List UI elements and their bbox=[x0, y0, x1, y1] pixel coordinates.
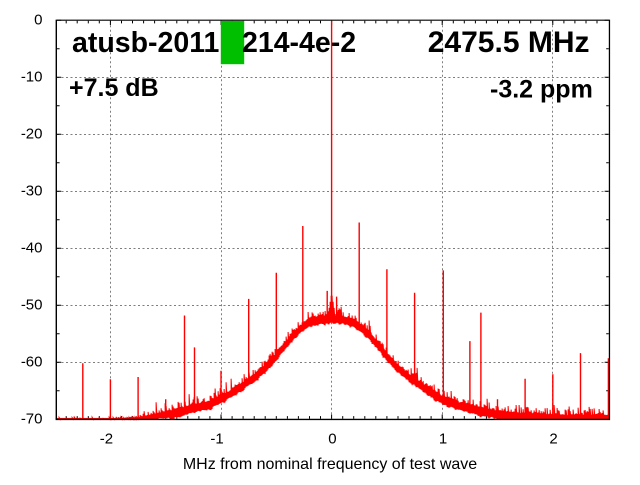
svg-text:-50: -50 bbox=[21, 297, 43, 314]
svg-text:atusb-2011: atusb-2011 bbox=[72, 27, 219, 59]
svg-text:2475.5 MHz: 2475.5 MHz bbox=[428, 26, 590, 59]
svg-text:-10: -10 bbox=[21, 69, 43, 86]
svg-text:0: 0 bbox=[34, 12, 42, 29]
svg-text:-3.2 ppm: -3.2 ppm bbox=[490, 76, 593, 104]
svg-text:-40: -40 bbox=[21, 240, 43, 257]
svg-text:-70: -70 bbox=[21, 411, 43, 428]
svg-text:2: 2 bbox=[549, 430, 557, 447]
svg-text:-2: -2 bbox=[100, 430, 113, 447]
svg-text:214-4e-2: 214-4e-2 bbox=[242, 27, 356, 59]
svg-text:1: 1 bbox=[439, 430, 447, 447]
svg-text:-60: -60 bbox=[21, 354, 43, 371]
svg-text:-20: -20 bbox=[21, 126, 43, 143]
svg-text:0: 0 bbox=[328, 430, 336, 447]
svg-text:+7.5 dB: +7.5 dB bbox=[69, 74, 159, 102]
svg-text:-30: -30 bbox=[21, 183, 43, 200]
svg-text:-1: -1 bbox=[210, 430, 223, 447]
svg-text:MHz from nominal frequency of: MHz from nominal frequency of test wave bbox=[183, 456, 477, 473]
